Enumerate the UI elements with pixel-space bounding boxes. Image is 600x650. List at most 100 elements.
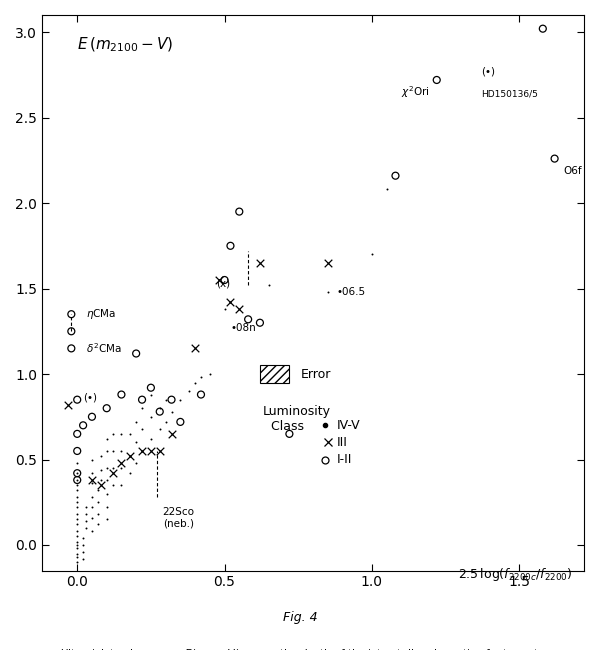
Point	[87, 492, 97, 502]
Point	[108, 428, 118, 439]
Point	[67, 343, 76, 354]
Point	[137, 424, 147, 434]
Point	[155, 406, 164, 417]
Point	[73, 428, 82, 439]
Point	[73, 475, 82, 486]
Point	[137, 395, 147, 405]
Point	[116, 446, 126, 456]
Text: (•): (•)	[83, 393, 97, 403]
Point	[93, 497, 103, 508]
Point	[235, 207, 244, 217]
Point	[391, 170, 400, 181]
Text: $2.5\,\log(f_{2200c}/f_{2200})$: $2.5\,\log(f_{2200c}/f_{2200})$	[458, 566, 572, 582]
Point	[108, 463, 118, 473]
Point	[73, 485, 82, 495]
Point	[167, 406, 176, 417]
Point	[214, 275, 223, 285]
Point	[73, 549, 82, 559]
Point	[131, 348, 141, 359]
Point	[190, 343, 200, 354]
Point	[81, 509, 91, 519]
Point	[73, 395, 82, 405]
Text: Luminosity
  Class: Luminosity Class	[263, 405, 331, 433]
Point	[73, 519, 82, 530]
Point	[226, 297, 235, 307]
Point	[87, 468, 97, 478]
Point	[73, 557, 82, 567]
Point	[220, 304, 229, 314]
Point	[137, 403, 147, 413]
Point	[155, 424, 164, 434]
Point	[73, 480, 82, 490]
Point	[73, 475, 82, 486]
Point	[155, 446, 164, 456]
Point	[102, 514, 112, 525]
Text: Error: Error	[301, 367, 332, 380]
Point	[196, 389, 206, 400]
Text: $\delta^2$CMa: $\delta^2$CMa	[86, 341, 122, 356]
Point	[196, 372, 206, 383]
Point	[102, 463, 112, 473]
Point	[87, 526, 97, 536]
Text: $E\,(m_{2100}-V)$: $E\,(m_{2100}-V)$	[77, 36, 173, 54]
Point	[116, 428, 126, 439]
Point	[102, 434, 112, 444]
Point	[73, 514, 82, 525]
Text: O6f: O6f	[563, 166, 582, 176]
Point	[167, 395, 176, 405]
Point	[73, 540, 82, 550]
Point	[131, 458, 141, 468]
Point	[176, 395, 185, 405]
Point	[73, 536, 82, 547]
Point	[79, 420, 88, 430]
Point	[96, 451, 106, 462]
Point	[220, 275, 229, 285]
Text: III: III	[337, 436, 347, 449]
Point	[96, 465, 106, 475]
Text: $\eta$CMa: $\eta$CMa	[86, 307, 116, 321]
Text: •08n: •08n	[230, 323, 256, 333]
Point	[146, 411, 155, 422]
Point	[87, 411, 97, 422]
Point	[87, 512, 97, 523]
Point	[102, 446, 112, 456]
Point	[73, 526, 82, 536]
Point	[81, 502, 91, 513]
Point	[116, 480, 126, 490]
Point	[116, 458, 126, 468]
Point	[79, 533, 88, 543]
Point	[102, 502, 112, 513]
Point	[87, 475, 97, 486]
Point	[102, 475, 112, 486]
Point	[108, 446, 118, 456]
Text: (•): (•)	[481, 66, 495, 77]
Point	[244, 314, 253, 324]
Point	[73, 543, 82, 554]
Point	[538, 23, 548, 34]
Point	[87, 454, 97, 465]
Point	[73, 497, 82, 508]
Point	[96, 480, 106, 490]
Point	[255, 257, 265, 268]
Point	[255, 318, 265, 328]
Point	[167, 428, 176, 439]
Point	[96, 475, 106, 486]
Point	[161, 395, 170, 405]
Point	[146, 382, 155, 393]
Point	[81, 523, 91, 533]
Point	[137, 446, 147, 456]
Bar	[260, 365, 289, 383]
Point	[93, 519, 103, 530]
Point	[116, 463, 126, 473]
Point	[64, 400, 73, 410]
Point	[125, 468, 135, 478]
Point	[73, 468, 82, 478]
Text: (x): (x)	[216, 278, 230, 289]
Point	[125, 451, 135, 462]
Point	[73, 446, 82, 456]
Point	[190, 378, 200, 388]
Point	[67, 326, 76, 337]
Text: IV-V: IV-V	[337, 419, 360, 432]
Point	[264, 280, 274, 291]
Point	[550, 153, 559, 164]
